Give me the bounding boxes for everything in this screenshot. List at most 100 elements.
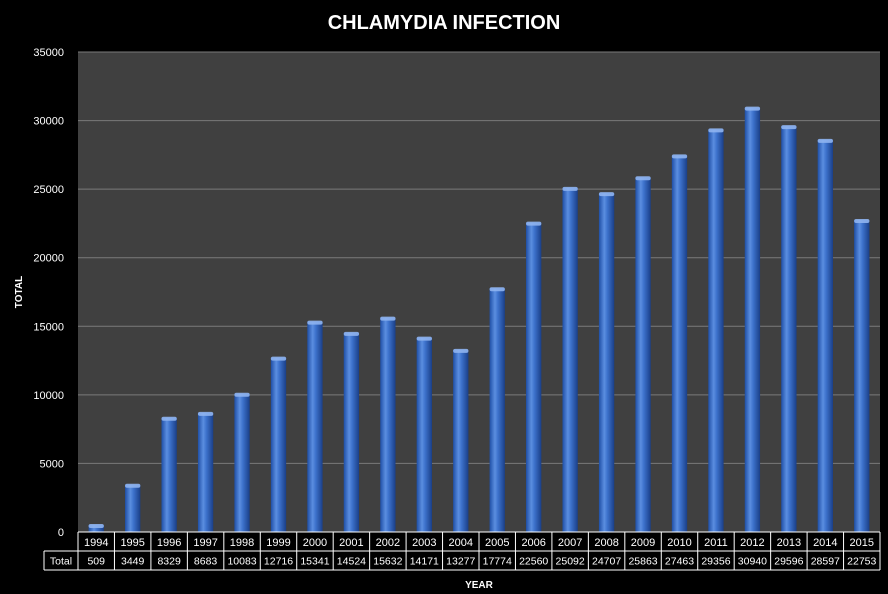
bar <box>307 321 323 532</box>
bar-cap <box>270 356 287 361</box>
bar <box>671 155 688 533</box>
bar-cap <box>234 392 250 397</box>
bar <box>781 126 797 532</box>
y-axis-ticks: 0 5000 10000 15000 20000 25000 30000 35000 <box>33 47 64 539</box>
table-value-cell: 30940 <box>738 556 767 568</box>
bar-cap <box>307 320 323 325</box>
table-value-cell: 15341 <box>300 556 329 568</box>
bar <box>380 317 396 532</box>
table-value-cell: 28597 <box>811 556 840 568</box>
bar-cap <box>161 416 177 421</box>
table-value-cell: 14524 <box>337 556 366 568</box>
y-tick-label: 30000 <box>33 116 64 128</box>
bar <box>88 525 104 532</box>
x-category-label: 1994 <box>84 537 108 549</box>
y-tick-label: 5000 <box>40 458 64 470</box>
y-axis-label: TOTAL <box>14 276 25 308</box>
x-category-label: 2000 <box>303 537 327 549</box>
y-tick-label: 10000 <box>33 390 64 402</box>
bar-cap <box>343 331 360 336</box>
table-value-cell: 15632 <box>373 556 402 568</box>
bar-cap <box>781 125 797 130</box>
bar <box>453 349 469 532</box>
bar-cap <box>88 524 104 529</box>
x-category-label: 2015 <box>850 537 874 549</box>
x-category-label: 2014 <box>813 537 837 549</box>
x-category-label: 2012 <box>740 537 764 549</box>
bar-cap <box>562 186 578 191</box>
table-value-cell: 3449 <box>121 556 145 568</box>
bars <box>88 106 870 533</box>
table-value-cell: 25092 <box>556 556 585 568</box>
y-tick-label: 35000 <box>33 47 64 59</box>
bar-cap <box>854 218 870 223</box>
bar-cap <box>817 138 833 143</box>
data-table: Total 1994 509 1995 3449 1996 8329 1997 8683 1998… <box>43 531 881 571</box>
bar-cap <box>744 106 761 111</box>
x-category-label: 1997 <box>193 537 217 549</box>
bar <box>343 332 360 532</box>
y-tick-label: 0 <box>58 527 64 539</box>
bar-cap <box>416 336 432 341</box>
table-value-cell: 8329 <box>157 556 181 568</box>
x-category-label: 1996 <box>157 537 181 549</box>
bar <box>234 393 250 532</box>
x-category-label: 2008 <box>594 537 618 549</box>
x-category-label: 2003 <box>412 537 436 549</box>
table-value-cell: 8683 <box>194 556 218 568</box>
bar-cap <box>380 316 396 321</box>
bar <box>562 187 578 532</box>
bar-cap <box>526 221 542 226</box>
bar-cap <box>197 411 214 416</box>
table-value-cell: 13277 <box>446 556 475 568</box>
x-category-label: 1995 <box>120 537 144 549</box>
table-value-cell: 29596 <box>774 556 803 568</box>
table-value-cell: 24707 <box>592 556 621 568</box>
x-category-label: 2004 <box>449 537 473 549</box>
x-axis-label: YEAR <box>465 580 494 591</box>
bar <box>489 288 505 532</box>
bar-cap <box>489 287 505 292</box>
bar-cap <box>598 192 615 197</box>
x-category-label: 2011 <box>704 537 728 549</box>
table-value-cell: 29356 <box>701 556 730 568</box>
bar-cap <box>708 128 724 133</box>
x-category-label: 2013 <box>777 537 801 549</box>
chart-title: CHLAMYDIA INFECTION <box>328 12 561 34</box>
table-value-cell: 27463 <box>665 556 694 568</box>
bar <box>197 412 214 532</box>
y-tick-label: 15000 <box>33 321 64 333</box>
bar <box>708 129 724 532</box>
table-value-cell: 25863 <box>628 556 657 568</box>
bar <box>817 139 833 533</box>
bar-cap <box>635 176 651 181</box>
bar-cap <box>453 348 469 353</box>
bar <box>526 222 542 532</box>
x-category-label: 2005 <box>485 537 509 549</box>
bar <box>635 177 651 532</box>
bar <box>125 484 141 532</box>
x-category-label: 1999 <box>266 537 290 549</box>
x-category-label: 2002 <box>376 537 400 549</box>
table-value-cell: 12716 <box>264 556 293 568</box>
x-category-label: 1998 <box>230 537 254 549</box>
y-tick-label: 25000 <box>33 184 64 196</box>
bar-cap <box>125 483 141 488</box>
bar <box>854 219 870 532</box>
bar <box>598 193 615 533</box>
x-category-label: 2001 <box>339 537 363 549</box>
x-category-label: 2010 <box>667 537 691 549</box>
table-value-cell: 22753 <box>847 556 876 568</box>
bar <box>416 337 432 532</box>
bar-cap <box>671 154 688 159</box>
table-value-cell: 17774 <box>483 556 512 568</box>
bar <box>744 107 761 533</box>
x-category-label: 2006 <box>521 537 545 549</box>
x-category-label: 2007 <box>558 537 582 549</box>
table-value-cell: 14171 <box>410 556 439 568</box>
bar <box>161 417 177 532</box>
y-tick-label: 20000 <box>33 253 64 265</box>
table-value-cell: 10083 <box>227 556 256 568</box>
